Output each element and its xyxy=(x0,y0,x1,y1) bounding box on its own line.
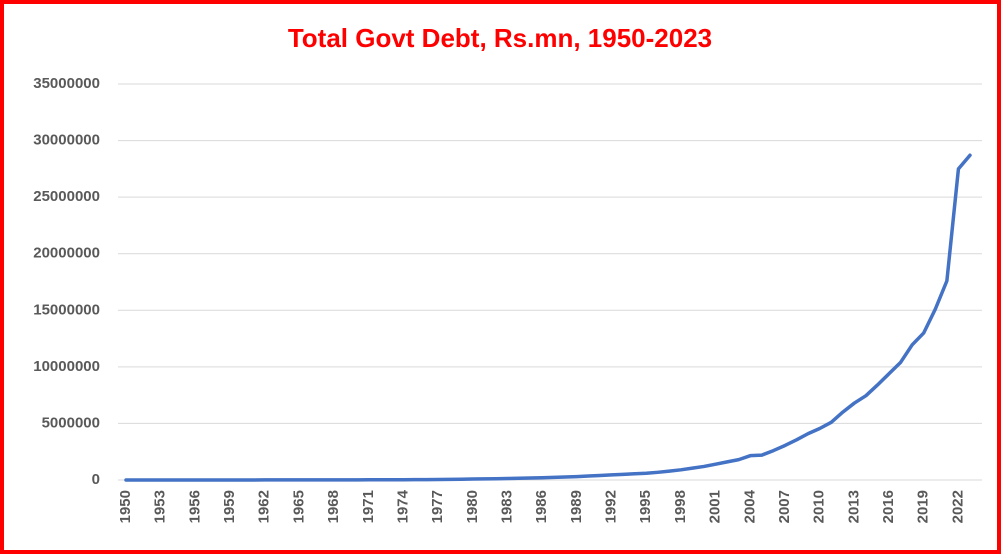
x-tick-label: 1977 xyxy=(429,490,446,523)
y-tick-label: 0 xyxy=(92,471,100,488)
y-tick-label: 5000000 xyxy=(42,414,100,431)
x-tick-label: 1950 xyxy=(117,490,134,523)
x-tick-label: 1965 xyxy=(290,490,307,523)
x-tick-label: 1998 xyxy=(672,490,689,523)
x-tick-label: 2004 xyxy=(741,489,758,523)
x-tick-label: 2013 xyxy=(845,490,862,523)
x-tick-label: 2007 xyxy=(776,490,793,523)
x-tick-label: 1953 xyxy=(152,490,169,523)
y-tick-label: 25000000 xyxy=(33,188,100,205)
y-tick-label: 15000000 xyxy=(33,301,100,318)
x-tick-label: 1989 xyxy=(568,490,585,523)
x-tick-label: 1995 xyxy=(637,490,654,523)
y-tick-label: 20000000 xyxy=(33,245,100,262)
x-tick-label: 1974 xyxy=(394,489,411,523)
x-tick-label: 1980 xyxy=(464,490,481,523)
x-tick-label: 1959 xyxy=(221,490,238,523)
x-tick-label: 1971 xyxy=(360,490,377,523)
y-tick-label: 30000000 xyxy=(33,132,100,149)
x-tick-label: 1992 xyxy=(603,490,620,523)
x-tick-label: 2019 xyxy=(915,490,932,523)
x-tick-label: 1983 xyxy=(499,490,516,523)
chart-title: Total Govt Debt, Rs.mn, 1950-2023 xyxy=(288,23,712,53)
y-tick-label: 10000000 xyxy=(33,358,100,375)
x-tick-label: 1956 xyxy=(186,490,203,523)
y-tick-label: 35000000 xyxy=(33,75,100,92)
x-tick-label: 2022 xyxy=(949,490,966,523)
x-tick-label: 1962 xyxy=(256,490,273,523)
x-tick-label: 1968 xyxy=(325,490,342,523)
x-tick-label: 2016 xyxy=(880,490,897,523)
data-line xyxy=(124,153,972,482)
x-tick-label: 2001 xyxy=(707,490,724,523)
x-tick-label: 2010 xyxy=(811,490,828,523)
x-tick-label: 1986 xyxy=(533,490,550,523)
